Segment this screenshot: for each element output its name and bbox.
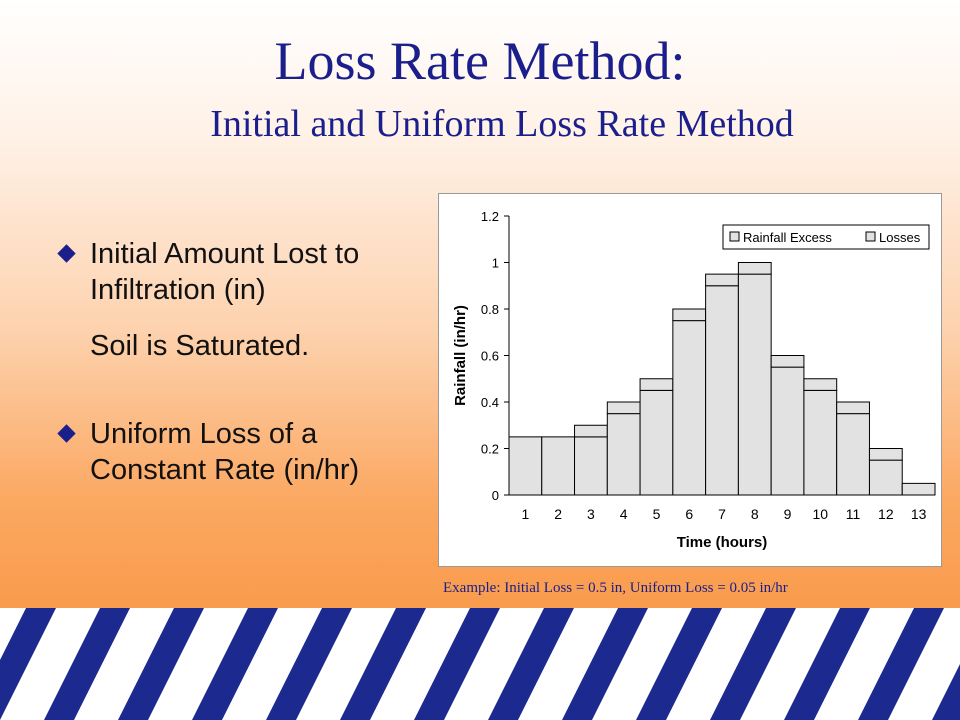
bar-rainfall-excess [770,366,805,496]
legend-swatch [729,231,740,242]
stripe [740,608,840,720]
x-tick-label: 10 [813,506,829,522]
legend-swatch [865,231,876,242]
diamond-bullet-icon [57,424,76,443]
bar-rainfall-excess [868,459,903,496]
chart-frame: 0 0.2 0.4 0.6 0.8 1 1.2 1 2 3 4 5 6 7 8 9 10 11 12 13 Time (… [438,193,942,567]
x-tick-label: 1 [521,506,529,522]
bar-losses [705,273,739,287]
y-tick-label: 0.2 [481,442,499,457]
x-tick-label: 9 [784,506,792,522]
y-tick-label: 0.4 [481,395,499,410]
bar-losses [803,378,838,391]
x-tick-label: 8 [751,506,759,522]
slide-subtitle: Initial and Uniform Loss Rate Method [210,103,794,145]
y-tick-label: 1 [492,256,499,271]
y-tick-label: 0.6 [481,349,499,364]
bullet-initial-loss: Initial Amount Lost to Infiltration (in) [54,236,414,308]
x-tick-label: 3 [587,506,595,522]
decorative-stripes [0,608,960,720]
bar-losses [672,308,707,322]
y-tick-label: 0 [492,488,499,503]
stripe [370,608,470,720]
x-axis-title: Time (hours) [677,534,768,551]
bar-losses [639,378,674,391]
bullet-text: Initial Amount Lost to Infiltration (in) [90,238,360,306]
stripe [888,608,960,720]
bar-rainfall-excess [705,285,739,496]
y-tick-label: 1.2 [481,209,499,224]
x-tick-label: 4 [620,506,628,522]
bar-losses [737,262,772,275]
bar-rainfall-excess [606,413,641,496]
stripe [222,608,322,720]
bar-losses [770,355,805,368]
bar-losses [541,436,576,496]
legend-label: Rainfall Excess [743,230,832,245]
bullet-uniform-loss: Uniform Loss of a Constant Rate (in/hr) [54,416,414,488]
bar-losses [508,436,543,496]
x-tick-label: 5 [653,506,661,522]
stripe [74,608,174,720]
bar-rainfall-excess [836,413,870,496]
stripe [814,608,914,720]
bar-losses [901,482,936,496]
stripe [592,608,692,720]
y-axis-title: Rainfall (in/hr) [452,305,469,406]
stripe [666,608,766,720]
bar-rainfall-excess [672,320,707,496]
stripe [0,608,26,660]
stripe [148,608,248,720]
slide-title: Loss Rate Method: [274,31,686,91]
legend-label: Losses [879,230,921,245]
stripe [444,608,544,720]
bar-losses [868,448,903,461]
bar-losses [574,424,608,438]
bar-rainfall-excess [574,436,608,496]
bullet-list: Initial Amount Lost to Infiltration (in)… [54,236,414,488]
x-tick-label: 13 [911,506,927,522]
bar-rainfall-excess [803,389,838,496]
x-tick-label: 6 [685,506,693,522]
bar-losses [836,401,870,415]
stripe [296,608,396,720]
bullet-note: Soil is Saturated. [90,330,310,362]
stripe [518,608,618,720]
stripe [0,608,100,720]
legend-box [722,224,930,250]
x-tick-label: 11 [846,506,861,522]
chart-caption: Example: Initial Loss = 0.5 in, Uniform … [443,580,788,596]
bullet-text: Uniform Loss of a Constant Rate (in/hr) [90,418,360,486]
chart-legend: Rainfall Excess Losses [722,224,930,250]
bar-rainfall-excess [639,389,674,496]
x-tick-label: 7 [718,506,726,522]
bar-rainfall-excess [737,273,772,496]
x-tick-label: 2 [554,506,562,522]
bar-losses [606,401,641,415]
y-tick-label: 0.8 [481,302,499,317]
diamond-bullet-icon [57,244,76,263]
x-tick-label: 12 [878,506,894,522]
